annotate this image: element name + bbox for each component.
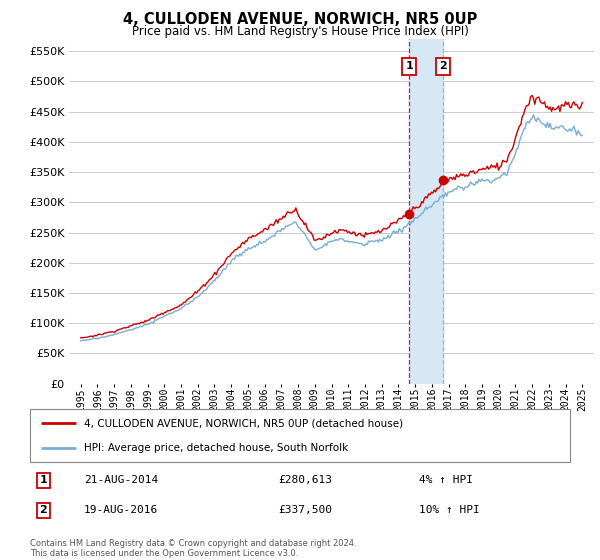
Text: Contains HM Land Registry data © Crown copyright and database right 2024.
This d: Contains HM Land Registry data © Crown c…	[30, 539, 356, 558]
Text: 4, CULLODEN AVENUE, NORWICH, NR5 0UP: 4, CULLODEN AVENUE, NORWICH, NR5 0UP	[123, 12, 477, 27]
Text: HPI: Average price, detached house, South Norfolk: HPI: Average price, detached house, Sout…	[84, 442, 348, 452]
Text: 2: 2	[439, 62, 446, 71]
Text: 1: 1	[405, 62, 413, 71]
Text: £280,613: £280,613	[278, 475, 332, 485]
Text: Price paid vs. HM Land Registry's House Price Index (HPI): Price paid vs. HM Land Registry's House …	[131, 25, 469, 38]
Text: 1: 1	[40, 475, 47, 485]
Text: 4% ↑ HPI: 4% ↑ HPI	[419, 475, 473, 485]
Text: 19-AUG-2016: 19-AUG-2016	[84, 505, 158, 515]
Text: 21-AUG-2014: 21-AUG-2014	[84, 475, 158, 485]
Text: £337,500: £337,500	[278, 505, 332, 515]
Text: 4, CULLODEN AVENUE, NORWICH, NR5 0UP (detached house): 4, CULLODEN AVENUE, NORWICH, NR5 0UP (de…	[84, 418, 403, 428]
Text: 2: 2	[40, 505, 47, 515]
Text: 10% ↑ HPI: 10% ↑ HPI	[419, 505, 479, 515]
Bar	[409, 39, 443, 384]
